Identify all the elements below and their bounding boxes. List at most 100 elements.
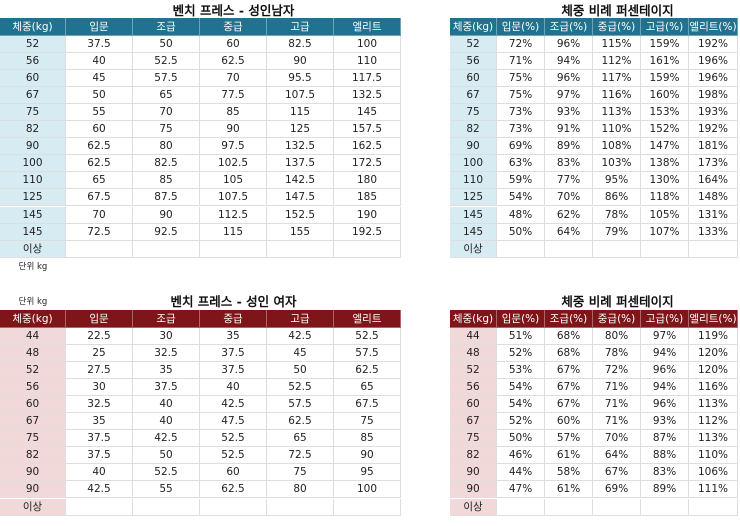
value-cell: 118%: [641, 189, 689, 207]
weight-cell: 100: [450, 155, 497, 173]
value-cell: 85: [133, 172, 200, 190]
value-cell: 78%: [593, 206, 641, 224]
weight-cell: 90: [0, 464, 66, 482]
column-header: 조급: [133, 309, 200, 328]
value-cell: 40: [133, 395, 200, 413]
weight-cell: 60: [450, 395, 497, 413]
table-title: 체중 비례 퍼센테이지: [561, 294, 674, 310]
value-cell: 113%: [689, 395, 738, 413]
value-cell: 164%: [689, 172, 738, 190]
column-header: 엘리트: [334, 309, 401, 328]
value-cell: 95: [334, 464, 401, 482]
value-cell: 96%: [545, 69, 593, 87]
value-cell: 57.5: [334, 344, 401, 362]
value-cell: 94%: [641, 344, 689, 362]
value-cell: 181%: [689, 138, 738, 156]
value-cell: 138%: [641, 155, 689, 173]
value-cell: 71%: [497, 52, 545, 70]
value-cell: 90: [334, 447, 401, 465]
value-cell: 157.5: [334, 121, 401, 139]
value-cell: 97%: [641, 327, 689, 345]
column-header: 체중(kg): [450, 18, 497, 36]
value-cell: 159%: [641, 69, 689, 87]
value-cell: 102.5: [200, 155, 267, 173]
weight-cell: 52: [450, 361, 497, 379]
value-cell: 61%: [545, 447, 593, 465]
value-cell: 45: [267, 344, 334, 362]
value-cell: 69%: [593, 481, 641, 499]
value-cell: 50: [133, 447, 200, 465]
value-cell: 62.5: [267, 413, 334, 431]
value-cell: 54%: [497, 189, 545, 207]
value-cell: 67%: [545, 361, 593, 379]
value-cell: 152%: [641, 121, 689, 139]
value-cell: 153%: [641, 103, 689, 121]
value-cell: 32.5: [133, 344, 200, 362]
value-cell: 113%: [593, 103, 641, 121]
empty-cell: [545, 240, 593, 258]
value-cell: 70: [66, 206, 133, 224]
unit-label: 단위 kg: [18, 296, 48, 307]
value-cell: 62.5: [66, 155, 133, 173]
value-cell: 62.5: [200, 481, 267, 499]
column-header: 엘리트(%): [689, 309, 738, 328]
column-header: 중급(%): [593, 309, 641, 328]
value-cell: 67.5: [66, 189, 133, 207]
value-cell: 80: [133, 138, 200, 156]
empty-cell: [593, 498, 641, 516]
value-cell: 110: [334, 52, 401, 70]
table-title: 벤치 프레스 - 성인 여자: [170, 294, 297, 310]
column-header: 입문(%): [497, 309, 545, 328]
column-header: 중급(%): [593, 18, 641, 36]
value-cell: 67.5: [334, 395, 401, 413]
value-cell: 64%: [593, 447, 641, 465]
value-cell: 96%: [641, 395, 689, 413]
value-cell: 93%: [545, 103, 593, 121]
value-cell: 68%: [545, 344, 593, 362]
column-header: 고급(%): [641, 309, 689, 328]
value-cell: 37.5: [66, 430, 133, 448]
value-cell: 96%: [545, 35, 593, 53]
value-cell: 89%: [545, 138, 593, 156]
value-cell: 58%: [545, 464, 593, 482]
value-cell: 35: [66, 413, 133, 431]
value-cell: 112%: [689, 413, 738, 431]
value-cell: 48%: [497, 206, 545, 224]
value-cell: 50%: [497, 223, 545, 241]
value-cell: 62.5: [66, 138, 133, 156]
value-cell: 161%: [641, 52, 689, 70]
value-cell: 75%: [497, 86, 545, 104]
column-header: 엘리트: [334, 18, 401, 36]
value-cell: 100: [334, 35, 401, 53]
value-cell: 125: [267, 121, 334, 139]
value-cell: 107%: [641, 223, 689, 241]
value-cell: 70: [200, 69, 267, 87]
weight-cell: 90: [450, 464, 497, 482]
value-cell: 71%: [593, 378, 641, 396]
value-cell: 70: [133, 103, 200, 121]
column-header: 고급(%): [641, 18, 689, 36]
value-cell: 108%: [593, 138, 641, 156]
value-cell: 131%: [689, 206, 738, 224]
value-cell: 30: [133, 327, 200, 345]
value-cell: 22.5: [66, 327, 133, 345]
value-cell: 90: [200, 121, 267, 139]
empty-cell: [66, 240, 133, 258]
value-cell: 70%: [593, 430, 641, 448]
value-cell: 103%: [593, 155, 641, 173]
value-cell: 82.5: [267, 35, 334, 53]
value-cell: 86%: [593, 189, 641, 207]
value-cell: 115%: [593, 35, 641, 53]
value-cell: 50: [66, 86, 133, 104]
value-cell: 172.5: [334, 155, 401, 173]
weight-cell: 110: [0, 172, 66, 190]
value-cell: 35: [200, 327, 267, 345]
column-header: 입문(%): [497, 18, 545, 36]
value-cell: 75: [334, 413, 401, 431]
value-cell: 80: [267, 481, 334, 499]
weight-cell: 75: [0, 430, 66, 448]
value-cell: 80%: [593, 327, 641, 345]
value-cell: 83%: [545, 155, 593, 173]
value-cell: 88%: [641, 447, 689, 465]
value-cell: 196%: [689, 52, 738, 70]
